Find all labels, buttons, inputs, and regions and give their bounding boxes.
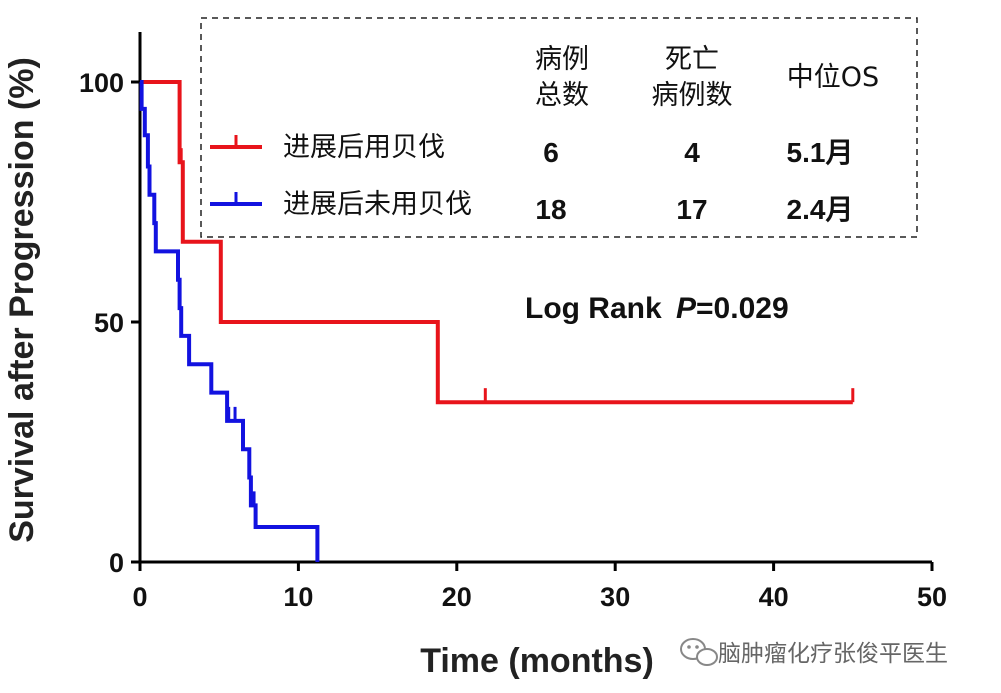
x-tick-label: 50 (917, 582, 947, 612)
y-tick-label: 50 (94, 308, 124, 338)
legend-deaths-no-bev: 17 (676, 194, 707, 225)
legend-total-no-bev: 18 (535, 194, 566, 225)
watermark-text: 脑肿瘤化疗张俊平医生 (718, 641, 948, 667)
log-rank-annotation: Log Rank P=0.029 (525, 292, 789, 325)
legend-frame (200, 17, 918, 238)
legend-total-used-bev: 6 (543, 137, 559, 168)
legend: 病例 总数 死亡 病例数 中位OS 进展后用贝伐 6 4 5.1月 进展后未用贝… (200, 17, 918, 238)
legend-header-total-2: 总数 (535, 80, 589, 111)
x-tick-label: 0 (132, 582, 147, 612)
legend-header-median: 中位OS (787, 62, 879, 93)
series-line-used-bev (140, 80, 853, 405)
y-tick-label: 100 (79, 68, 124, 98)
y-tick-label: 0 (109, 548, 124, 578)
axis-ticks: 0 10 20 30 40 50 0 50 100 (79, 68, 947, 612)
legend-header-deaths-2: 病例数 (652, 80, 733, 111)
x-tick-label: 40 (759, 582, 789, 612)
legend-deaths-used-bev: 4 (684, 137, 700, 168)
x-tick-label: 30 (600, 582, 630, 612)
x-tick-label: 20 (442, 582, 472, 612)
x-axis-title: Time (months) (420, 642, 654, 680)
watermark: 脑肿瘤化疗张俊平医生 (680, 638, 948, 667)
y-axis-title: Survival after Progression (%) (3, 57, 41, 543)
legend-median-no-bev: 2.4月 (787, 194, 854, 225)
wechat-icon (680, 638, 718, 666)
legend-median-used-bev: 5.1月 (787, 137, 854, 168)
x-tick-label: 10 (283, 582, 313, 612)
censor-marks (179, 148, 855, 506)
legend-label-used-bev: 进展后用贝伐 (283, 132, 445, 163)
legend-label-no-bev: 进展后未用贝伐 (283, 189, 472, 220)
legend-header-deaths-1: 死亡 (665, 44, 719, 75)
series-line-no-bev (139, 80, 320, 562)
legend-header-total-1: 病例 (535, 44, 589, 75)
